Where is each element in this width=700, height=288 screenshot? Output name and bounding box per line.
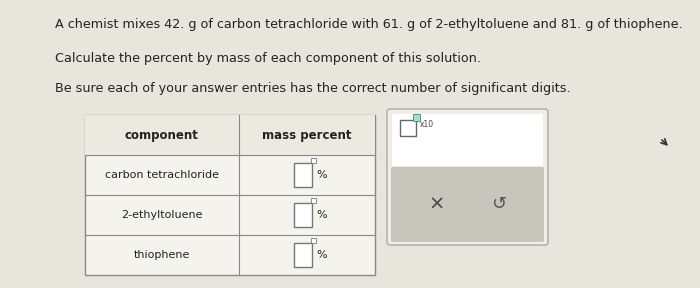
FancyBboxPatch shape (387, 109, 548, 245)
Bar (85, 115, 375, 155)
Text: %: % (316, 250, 327, 260)
Bar (413, 114, 420, 122)
Text: x10: x10 (420, 120, 434, 129)
Bar (400, 120, 416, 136)
Text: %: % (316, 170, 327, 180)
FancyBboxPatch shape (391, 166, 544, 242)
Text: mass percent: mass percent (262, 128, 351, 141)
Bar (312, 238, 316, 243)
Bar (294, 202, 312, 228)
Bar (392, 114, 543, 166)
Text: 2-ethyltoluene: 2-ethyltoluene (121, 210, 202, 220)
Text: component: component (125, 128, 199, 141)
Text: A chemist mixes 42. g of carbon tetrachloride with 61. g of 2-ethyltoluene and 8: A chemist mixes 42. g of carbon tetrachl… (55, 18, 682, 31)
Bar (294, 163, 312, 187)
Bar (294, 242, 312, 267)
Bar (312, 158, 316, 163)
Bar (312, 198, 316, 203)
Bar (85, 115, 375, 275)
Text: Be sure each of your answer entries has the correct number of significant digits: Be sure each of your answer entries has … (55, 82, 570, 95)
Text: Calculate the percent by mass of each component of this solution.: Calculate the percent by mass of each co… (55, 52, 481, 65)
Text: ×: × (428, 195, 444, 214)
Text: %: % (316, 210, 327, 220)
Text: ↺: ↺ (491, 195, 506, 213)
Text: carbon tetrachloride: carbon tetrachloride (105, 170, 219, 180)
Text: thiophene: thiophene (134, 250, 190, 260)
